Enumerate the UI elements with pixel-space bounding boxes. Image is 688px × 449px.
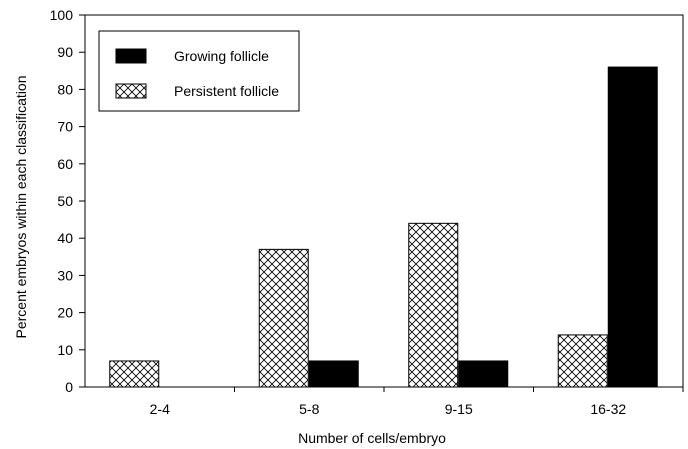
bar-persistent-follicle-5-8	[258, 248, 309, 388]
x-axis-title: Number of cells/embryo	[298, 430, 446, 446]
y-tick-label: 10	[57, 342, 73, 358]
y-tick-label: 50	[57, 193, 73, 209]
y-axis-title: Percent embryos within each classificati…	[13, 75, 29, 338]
bar-persistent-follicle-9-15	[408, 222, 459, 388]
y-tick-label: 30	[57, 267, 73, 283]
legend-label: Persistent follicle	[174, 83, 279, 99]
bar-growing-follicle-9-15	[458, 360, 509, 388]
y-tick-label: 90	[57, 44, 73, 60]
y-tick-label: 80	[57, 81, 73, 97]
x-axis: 2-4 5-8 9-15 16-32	[150, 387, 684, 417]
x-tick-label: 16-32	[590, 401, 626, 417]
y-tick-label: 40	[57, 230, 73, 246]
bar-persistent-follicle-2-4	[109, 360, 160, 388]
bar-growing-follicle-16-32	[607, 66, 658, 388]
legend-swatch	[115, 48, 147, 64]
legend: Growing follicle Persistent follicle	[98, 30, 300, 112]
y-tick-label: 0	[65, 379, 73, 395]
y-tick-label: 60	[57, 156, 73, 172]
legend-label: Growing follicle	[174, 48, 269, 64]
y-tick-label: 20	[57, 305, 73, 321]
x-tick-label: 9-15	[445, 401, 473, 417]
bar-growing-follicle-5-8	[308, 360, 359, 388]
y-axis: 0 10 20 30 40 50 60 70 80 90 100	[50, 7, 85, 395]
legend-swatch	[115, 83, 147, 99]
x-tick-label: 2-4	[150, 401, 170, 417]
y-tick-label: 100	[50, 7, 74, 23]
bar-persistent-follicle-16-32	[557, 334, 608, 388]
x-tick-label: 5-8	[299, 401, 319, 417]
legend-box	[98, 30, 300, 112]
bars	[109, 66, 658, 388]
y-tick-label: 70	[57, 119, 73, 135]
